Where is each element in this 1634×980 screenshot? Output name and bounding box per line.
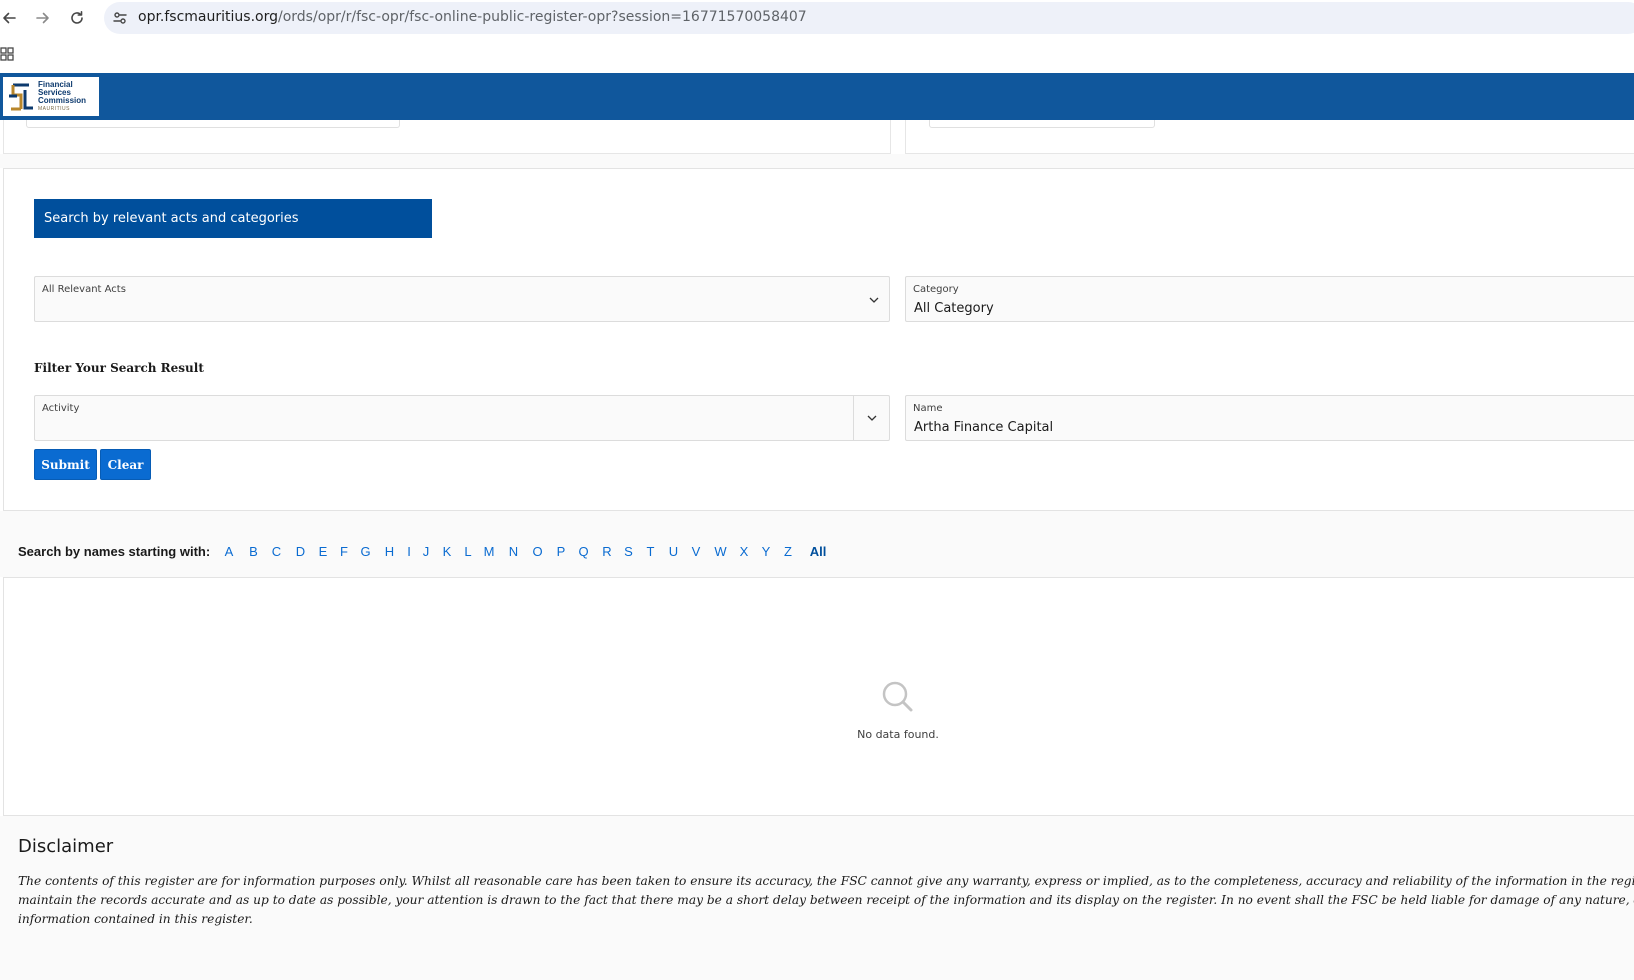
previous-field-left[interactable] bbox=[26, 120, 400, 128]
site-header bbox=[0, 73, 1634, 120]
letter-link-n[interactable]: N bbox=[508, 544, 519, 559]
logo-line: Financial bbox=[38, 79, 73, 89]
letter-link-f[interactable]: F bbox=[340, 544, 348, 559]
activity-dropdown-toggle[interactable] bbox=[853, 396, 890, 440]
letter-link-p[interactable]: P bbox=[556, 544, 566, 559]
logo-subtitle: MAURITIUS bbox=[38, 105, 70, 112]
grid-icon[interactable] bbox=[0, 47, 14, 61]
logo-line: Commission bbox=[38, 95, 87, 105]
disclaimer-text: The contents of this register are for in… bbox=[18, 872, 1634, 929]
disclaimer-title: Disclaimer bbox=[18, 836, 114, 857]
letter-link-x[interactable]: X bbox=[739, 544, 749, 559]
url-path: /ords/opr/r/fsc-opr/fsc-online-public-re… bbox=[278, 9, 807, 25]
bookmarks-bar bbox=[0, 36, 1634, 72]
letter-link-d[interactable]: D bbox=[295, 544, 306, 559]
letter-link-h[interactable]: H bbox=[384, 544, 395, 559]
browser-toolbar: opr.fscmauritius.org/ords/opr/r/fsc-opr/… bbox=[0, 0, 1634, 36]
submit-button[interactable]: Submit bbox=[34, 449, 97, 480]
disclaimer-line: The contents of this register are for in… bbox=[18, 874, 1634, 888]
letter-link-m[interactable]: M bbox=[483, 544, 495, 559]
logo-line: Services bbox=[38, 87, 71, 97]
fsc-logo[interactable]: Financial Services Commission MAURITIUS bbox=[3, 77, 99, 116]
alphabet-label: Search by names starting with: bbox=[18, 544, 211, 559]
letter-link-r[interactable]: R bbox=[602, 544, 612, 559]
region-gap bbox=[0, 154, 1634, 168]
forward-button[interactable] bbox=[31, 6, 55, 30]
letter-link-j[interactable]: J bbox=[422, 544, 430, 559]
letter-link-u[interactable]: U bbox=[668, 544, 679, 559]
category-label: Category bbox=[913, 284, 959, 295]
previous-right-panel bbox=[905, 120, 1634, 154]
letter-link-k[interactable]: K bbox=[442, 544, 452, 559]
letter-link-a[interactable]: A bbox=[224, 544, 234, 559]
relevant-acts-select[interactable]: All Relevant Acts bbox=[34, 276, 890, 322]
disclaimer-line: information contained in this register. bbox=[18, 912, 253, 926]
name-field[interactable]: Name Artha Finance Capital bbox=[905, 395, 1634, 441]
letter-link-z[interactable]: Z bbox=[784, 544, 792, 559]
alphabet-links: A B C D E F G H I J K L M N O P Q R S T … bbox=[224, 544, 828, 559]
previous-field-right[interactable] bbox=[929, 120, 1155, 128]
disclaimer-region bbox=[0, 816, 1634, 980]
name-label: Name bbox=[913, 403, 943, 414]
address-bar[interactable]: opr.fscmauritius.org/ords/opr/r/fsc-opr/… bbox=[104, 2, 1634, 34]
search-banner: Search by relevant acts and categories bbox=[34, 199, 432, 238]
previous-left-panel bbox=[3, 120, 891, 154]
reload-button[interactable] bbox=[65, 6, 89, 30]
letter-link-e[interactable]: E bbox=[318, 544, 328, 559]
letter-link-y[interactable]: Y bbox=[761, 544, 771, 559]
filter-title: Filter Your Search Result bbox=[34, 361, 204, 375]
tune-icon[interactable] bbox=[112, 10, 128, 26]
letter-link-t[interactable]: T bbox=[646, 544, 655, 559]
reload-icon bbox=[71, 11, 83, 24]
category-select[interactable]: Category All Category bbox=[905, 276, 1634, 322]
name-value: Artha Finance Capital bbox=[914, 420, 1054, 435]
logo-text: Financial Services Commission MAURITIUS bbox=[38, 79, 87, 113]
results-region bbox=[3, 577, 1634, 816]
letter-link-g[interactable]: G bbox=[360, 544, 371, 559]
category-value: All Category bbox=[914, 301, 994, 316]
letter-link-i[interactable]: I bbox=[407, 544, 411, 559]
back-button[interactable] bbox=[0, 6, 21, 30]
letter-link-v[interactable]: V bbox=[691, 544, 701, 559]
letter-link-l[interactable]: L bbox=[464, 544, 472, 559]
letter-link-b[interactable]: B bbox=[249, 544, 258, 559]
letter-link-q[interactable]: Q bbox=[578, 544, 589, 559]
fsc-logo-mark-icon bbox=[9, 83, 33, 110]
relevant-acts-label: All Relevant Acts bbox=[42, 284, 126, 295]
activity-label: Activity bbox=[42, 403, 80, 414]
arrow-right-icon bbox=[36, 12, 49, 24]
activity-select[interactable]: Activity bbox=[34, 395, 890, 441]
alphabet-region bbox=[0, 511, 1634, 577]
arrow-left-icon bbox=[3, 12, 16, 24]
letter-link-c[interactable]: C bbox=[271, 544, 282, 559]
clear-button[interactable]: Clear bbox=[100, 449, 151, 480]
chevron-down-icon bbox=[869, 297, 879, 303]
letter-link-o[interactable]: O bbox=[532, 544, 543, 559]
search-icon bbox=[882, 681, 913, 712]
url-text[interactable]: opr.fscmauritius.org/ords/opr/r/fsc-opr/… bbox=[138, 9, 807, 25]
chevron-down-icon bbox=[867, 415, 877, 421]
letter-link-w[interactable]: W bbox=[714, 544, 727, 559]
letter-link-all[interactable]: All bbox=[809, 544, 827, 559]
url-host: opr.fscmauritius.org bbox=[138, 9, 278, 25]
disclaimer-line: maintain the records accurate and as up … bbox=[18, 893, 1634, 907]
letter-link-s[interactable]: S bbox=[624, 544, 633, 559]
no-data-message: No data found. bbox=[857, 728, 939, 741]
